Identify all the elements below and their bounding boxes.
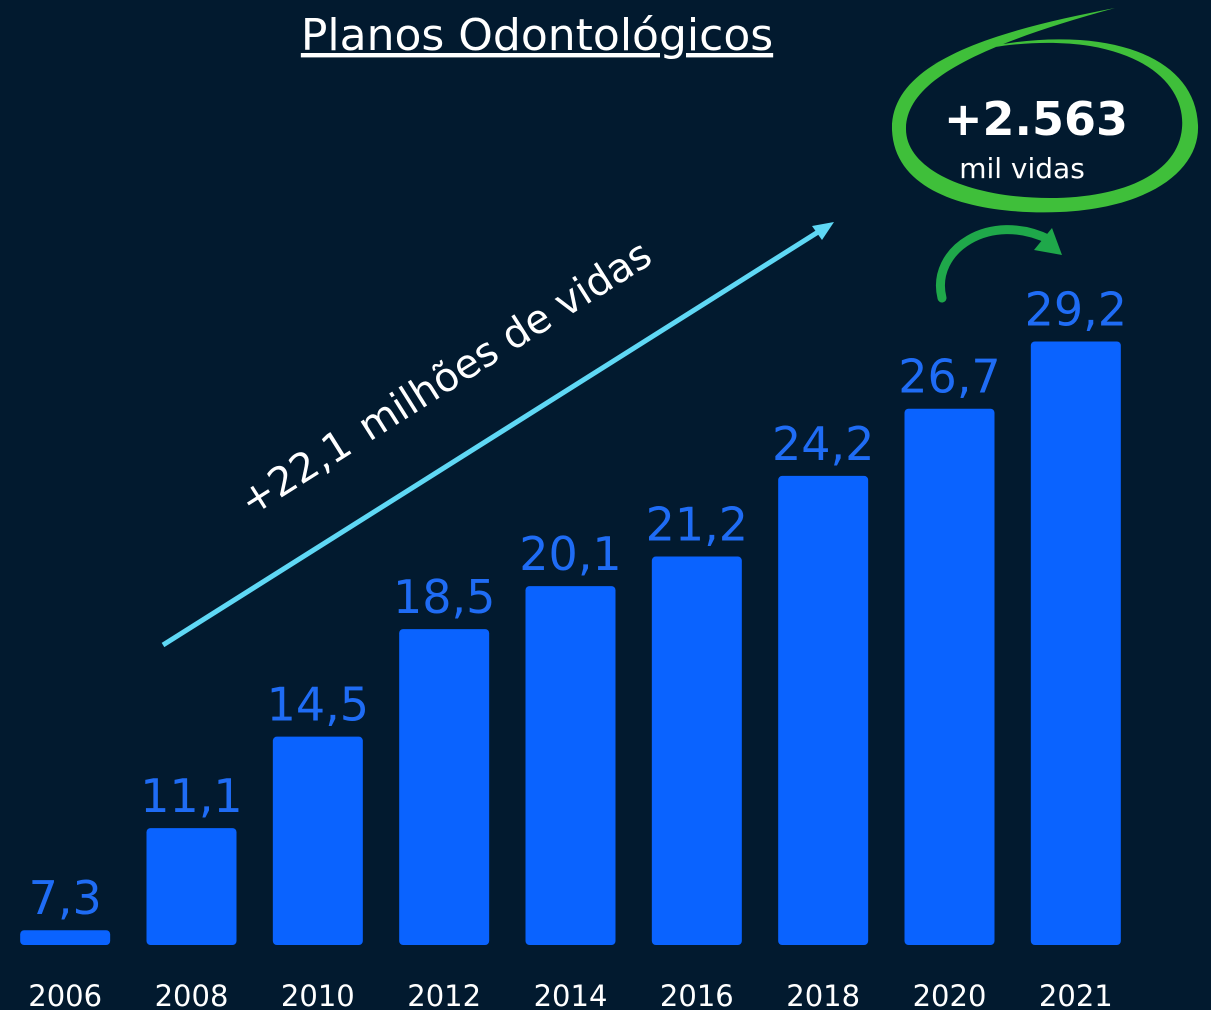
value-label: 20,1	[519, 527, 621, 581]
value-label: 11,1	[140, 769, 242, 823]
bar	[651, 556, 742, 945]
value-label: 29,2	[1025, 283, 1127, 337]
highlight-ring	[891, 8, 1199, 213]
x-tick-label: 2006	[28, 979, 102, 1010]
bar	[20, 930, 111, 945]
value-label: 26,7	[898, 350, 1000, 404]
value-label: 14,5	[267, 678, 369, 732]
x-tick-label: 2014	[534, 979, 608, 1010]
bar	[525, 586, 616, 945]
x-tick-label: 2008	[155, 979, 229, 1010]
arrow-head	[812, 222, 834, 240]
value-label: 24,2	[772, 417, 874, 471]
x-tick-label: 2016	[660, 979, 734, 1010]
value-label: 18,5	[393, 570, 495, 624]
chart-title: Planos Odontológicos	[301, 10, 773, 61]
bar	[272, 736, 363, 945]
bar	[146, 828, 237, 945]
bar	[1030, 341, 1121, 945]
x-tick-label: 2018	[786, 979, 860, 1010]
x-tick-label: 2010	[281, 979, 355, 1010]
bar	[904, 408, 995, 945]
x-tick-label: 2012	[407, 979, 481, 1010]
annotation: mil vidas	[959, 152, 1085, 185]
growth-arrow	[161, 224, 828, 648]
value-label: 21,2	[646, 498, 748, 552]
arrow-head	[1034, 228, 1062, 255]
annotation: +2.563	[944, 92, 1128, 146]
change-arrow	[936, 225, 1055, 303]
value-label: 7,3	[29, 871, 102, 925]
x-tick-label: 2021	[1039, 979, 1113, 1010]
bar	[399, 629, 490, 945]
x-tick-label: 2020	[913, 979, 987, 1010]
bar	[778, 475, 869, 945]
